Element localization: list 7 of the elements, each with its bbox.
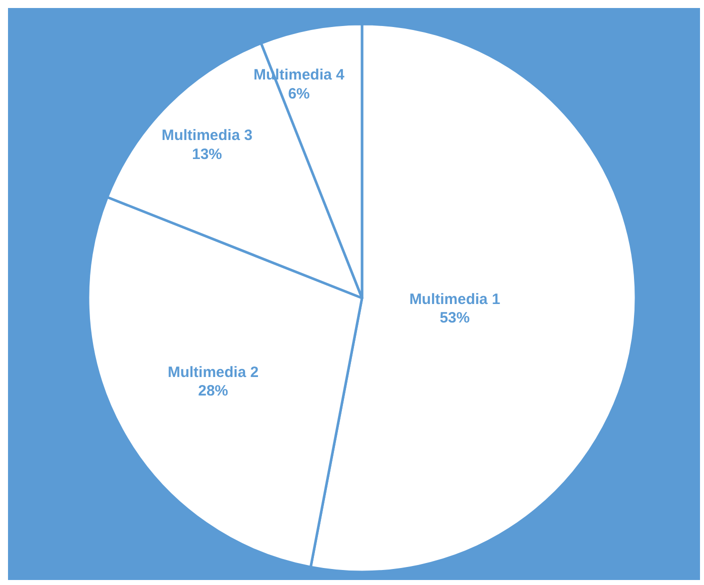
data-label: 13%: [192, 146, 222, 163]
slice-label: Multimedia 3: [162, 127, 252, 144]
slice-label: Multimedia 1: [409, 290, 500, 308]
data-label: 6%: [288, 85, 310, 102]
data-label: 28%: [198, 382, 228, 400]
slice-label: Multimedia 2: [168, 364, 259, 381]
data-label: 53%: [440, 310, 470, 327]
